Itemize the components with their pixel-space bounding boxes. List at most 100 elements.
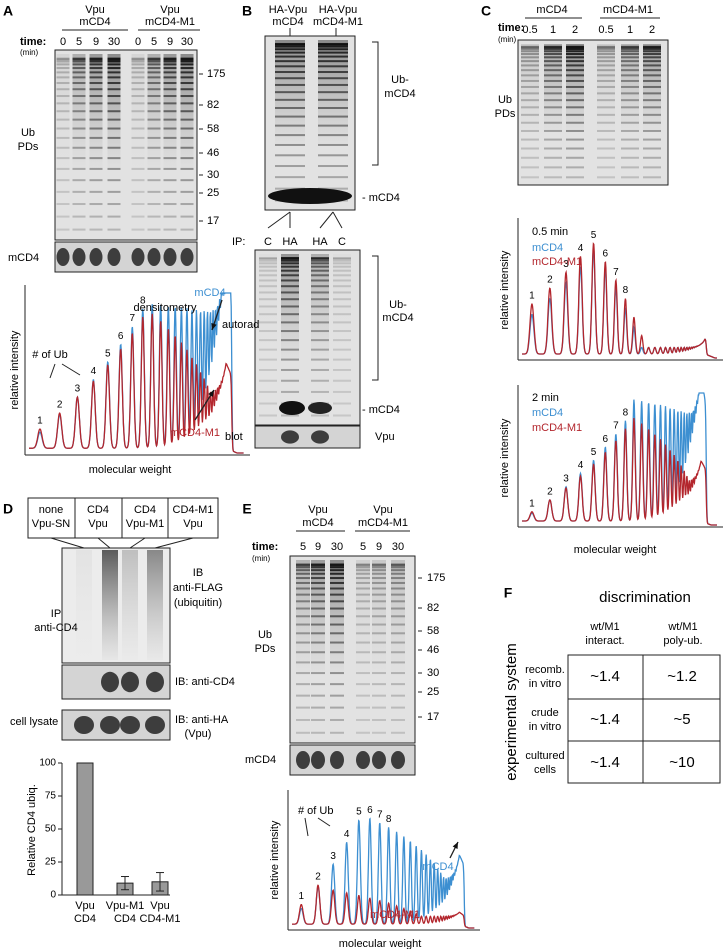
band	[333, 321, 351, 324]
rule	[332, 211, 343, 229]
band	[296, 607, 310, 610]
label: crude	[531, 707, 559, 719]
band	[275, 51, 305, 54]
band	[163, 95, 177, 98]
band	[281, 262, 299, 265]
band	[330, 672, 344, 675]
band	[391, 641, 405, 644]
lane-label: 5	[360, 541, 366, 553]
band	[89, 157, 103, 160]
label: relative intensity	[9, 330, 21, 409]
band	[356, 593, 370, 596]
band	[566, 166, 584, 169]
band	[318, 115, 348, 118]
band	[597, 121, 615, 124]
band	[597, 69, 615, 72]
band	[163, 215, 177, 218]
blot-band	[308, 402, 332, 414]
label: densitometry	[134, 302, 197, 314]
band	[275, 134, 305, 137]
band	[356, 731, 370, 734]
band	[311, 285, 329, 288]
band	[311, 279, 329, 282]
label: PDs	[18, 141, 39, 153]
band	[259, 368, 277, 371]
peak-label: 2	[547, 487, 553, 498]
band	[56, 127, 70, 130]
label: Ub-	[391, 74, 409, 86]
band	[621, 176, 639, 179]
band	[275, 106, 305, 109]
band	[597, 48, 615, 51]
band	[311, 566, 325, 569]
band	[621, 92, 639, 95]
band	[566, 92, 584, 95]
band	[597, 60, 615, 63]
band	[107, 110, 121, 113]
band	[259, 379, 277, 382]
band	[597, 166, 615, 169]
band	[333, 291, 351, 294]
band	[356, 564, 370, 567]
band	[333, 257, 351, 260]
band	[597, 74, 615, 77]
band	[311, 269, 329, 272]
band	[296, 577, 310, 580]
band	[89, 167, 103, 170]
table-frame	[567, 654, 721, 784]
arrow-head	[208, 390, 214, 397]
band	[131, 57, 145, 60]
condition-label: Vpu	[88, 518, 108, 530]
lane-label: 9	[315, 541, 321, 553]
label: IP	[51, 608, 61, 620]
band	[281, 298, 299, 301]
label: mCD4	[245, 754, 276, 766]
band	[259, 291, 277, 294]
rule	[129, 537, 146, 549]
band	[356, 563, 370, 566]
band	[281, 305, 299, 308]
band	[89, 60, 103, 63]
band	[163, 88, 177, 91]
leader	[61, 363, 81, 376]
band	[147, 215, 161, 218]
band	[333, 305, 351, 308]
band	[372, 569, 386, 572]
arrow-head	[452, 842, 458, 849]
label: recomb.	[525, 664, 565, 676]
condition-label: Vpu-M1	[126, 518, 165, 530]
label: mCD4	[272, 16, 303, 28]
band	[131, 82, 145, 85]
label: mCD4	[8, 252, 39, 264]
band	[259, 390, 277, 393]
rule	[319, 211, 334, 229]
band	[544, 147, 562, 150]
band	[391, 615, 405, 618]
peak-label: 5	[356, 807, 362, 818]
cell: ~10	[669, 754, 694, 771]
band	[330, 661, 344, 664]
lane-label: 0	[135, 36, 141, 48]
band	[544, 106, 562, 109]
label: mCD4	[382, 312, 413, 324]
band	[311, 321, 329, 324]
label: mCD4-M1	[532, 256, 582, 268]
peak-label: 1	[529, 291, 535, 302]
band	[643, 85, 661, 88]
band	[372, 607, 386, 610]
band	[391, 651, 405, 654]
label: mCD4	[384, 88, 415, 100]
band	[311, 593, 325, 596]
band	[259, 402, 277, 405]
label: wt/M1	[589, 621, 619, 633]
blot-band	[391, 751, 405, 769]
band	[643, 48, 661, 51]
band	[163, 157, 177, 160]
band	[330, 731, 344, 734]
band	[72, 82, 86, 85]
band	[372, 581, 386, 584]
band	[56, 146, 70, 149]
band	[107, 179, 121, 182]
band	[275, 176, 305, 179]
peak-label: 8	[623, 407, 629, 418]
